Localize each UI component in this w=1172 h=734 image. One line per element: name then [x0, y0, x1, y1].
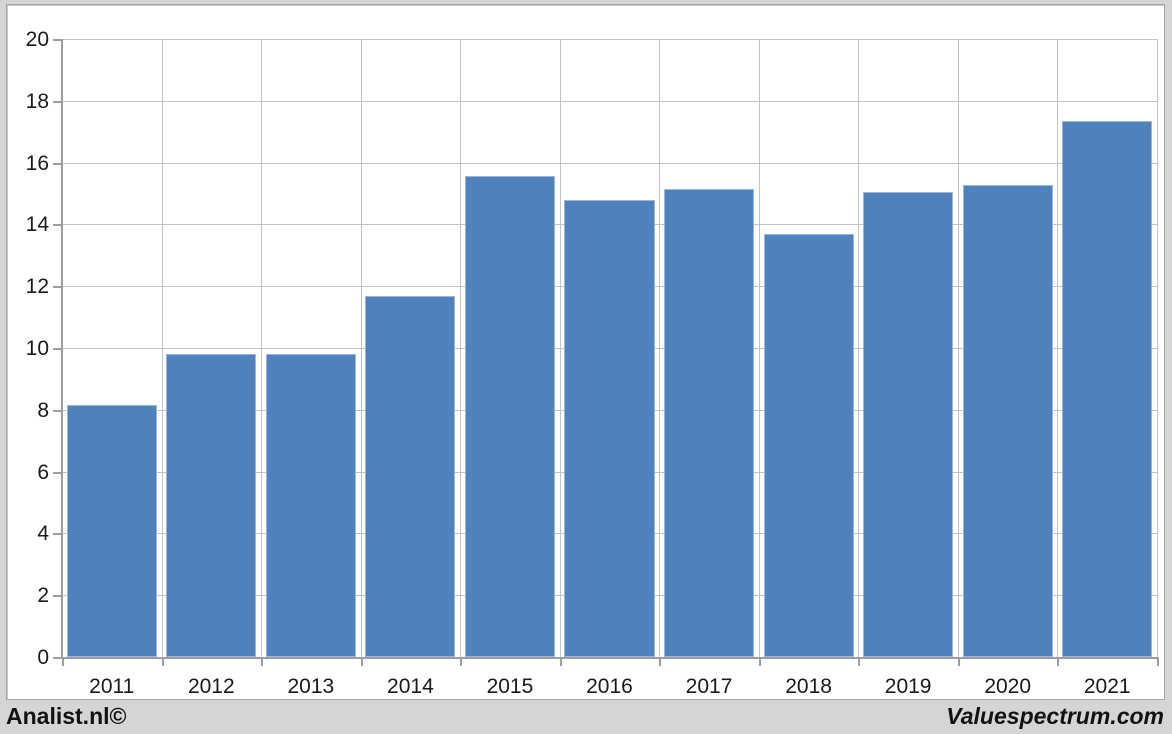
y-axis-label: 8 [37, 398, 49, 422]
bar-2014 [365, 296, 456, 657]
y-tick [53, 471, 62, 474]
y-tick [53, 657, 62, 659]
x-tick [261, 657, 264, 666]
x-tick [957, 657, 960, 666]
y-axis-label: 20 [25, 28, 49, 51]
x-axis-label: 2018 [785, 675, 832, 698]
y-tick [53, 162, 62, 165]
x-tick [62, 657, 64, 666]
bar-2016 [564, 199, 655, 657]
x-tick [460, 657, 463, 666]
y-tick [53, 595, 62, 598]
x-axis-label: 2012 [187, 675, 235, 698]
v-gridline [261, 39, 263, 657]
bar-2012 [166, 354, 257, 657]
plot-area: 0 2 4 6 8 10 12 14 16 18 20 2011 2012 2013 2014 2015 201… [7, 5, 1164, 699]
x-axis-label: 2016 [586, 675, 633, 698]
x-axis-label: 2014 [387, 675, 434, 698]
v-gridline [360, 39, 362, 657]
x-tick [1057, 657, 1060, 666]
y-axis-label: 16 [25, 151, 49, 175]
y-tick [53, 348, 62, 350]
valuespectrum-credit-label: Valuespectrum.com [946, 703, 1164, 729]
y-axis-label: 6 [37, 460, 49, 484]
y-tick [53, 100, 62, 103]
x-axis-label: 2021 [1083, 675, 1131, 698]
x-axis-label: 2013 [287, 675, 335, 698]
y-axis-label: 12 [25, 275, 49, 299]
x-axis-label: 2020 [984, 675, 1032, 698]
h-gridline [56, 39, 1157, 40]
bar-2013 [265, 354, 356, 657]
chart-canvas: 0 2 4 6 8 10 12 14 16 18 20 2011 2012 2013 2014 2015 201… [6, 4, 1165, 700]
y-tick [53, 409, 62, 412]
v-gridline [858, 39, 860, 657]
v-gridline [1157, 39, 1158, 657]
bar-2020 [962, 184, 1053, 657]
y-axis-label: 18 [25, 89, 49, 113]
v-gridline [559, 39, 561, 657]
footer-bar: Analist.nl© Valuespectrum.com [0, 700, 1172, 734]
x-axis-label: 2015 [486, 675, 534, 698]
v-gridline [758, 39, 760, 657]
v-gridline [161, 39, 163, 657]
x-axis-label: 2011 [89, 675, 135, 698]
bar-2011 [66, 405, 157, 657]
y-tick [53, 533, 62, 536]
x-axis-label: 2019 [884, 675, 932, 698]
x-axis-line [61, 657, 1158, 659]
analist-credit-label: Analist.nl© [6, 703, 127, 729]
x-axis-label: 2017 [685, 675, 733, 698]
x-tick [161, 657, 164, 666]
y-axis-label: 14 [25, 213, 49, 237]
y-tick [53, 39, 62, 41]
x-tick [559, 657, 562, 666]
x-tick [858, 657, 861, 666]
y-tick [53, 224, 62, 227]
v-gridline [460, 39, 462, 657]
x-tick [758, 657, 761, 666]
x-tick [360, 657, 363, 666]
x-tick [659, 657, 662, 666]
y-axis-label: 4 [37, 522, 49, 546]
bar-2015 [464, 175, 555, 657]
bar-2017 [664, 188, 755, 657]
y-axis-label: 0 [37, 646, 49, 669]
y-axis-label: 10 [25, 337, 49, 360]
h-gridline [56, 100, 1157, 102]
v-gridline [1057, 39, 1059, 657]
bar-2021 [1062, 120, 1153, 657]
bar-2019 [863, 191, 954, 657]
bar-2018 [763, 233, 854, 657]
h-gridline [56, 162, 1157, 164]
v-gridline [957, 39, 959, 657]
v-gridline [659, 39, 661, 657]
y-tick [53, 286, 62, 289]
y-axis-line [61, 39, 63, 657]
x-tick [1157, 657, 1159, 666]
y-axis-label: 2 [37, 584, 49, 608]
